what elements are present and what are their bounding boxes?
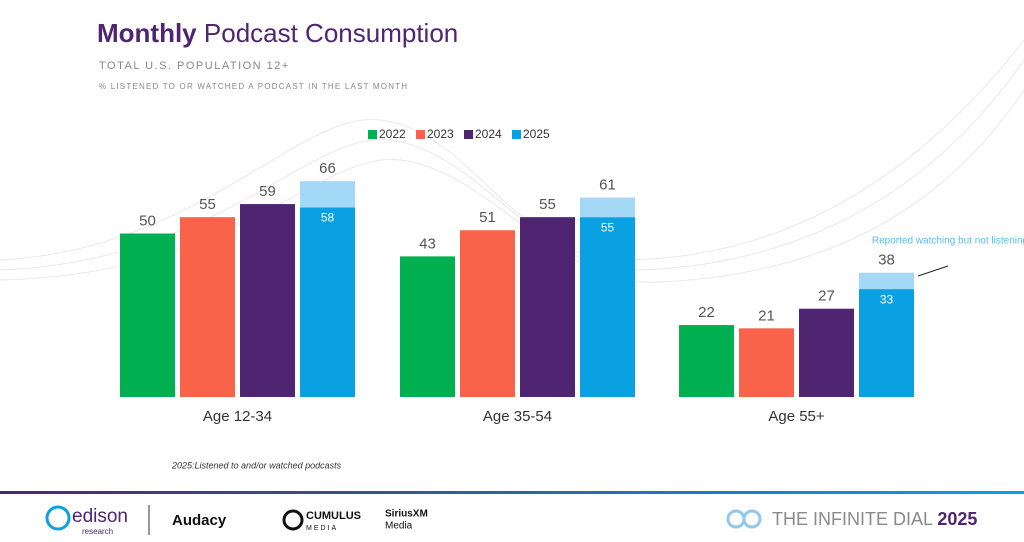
- inside-label: 55: [601, 220, 615, 234]
- bar: [580, 217, 635, 397]
- total-label: 66: [319, 160, 336, 177]
- bar-watch-only: [859, 272, 914, 290]
- logo: Audacy: [172, 512, 227, 529]
- logo: research: [82, 527, 113, 536]
- value-label: 21: [758, 307, 775, 324]
- dial-mark: [726, 509, 746, 529]
- edison-mark: [45, 505, 71, 531]
- bar: [180, 217, 235, 397]
- bar: [520, 217, 575, 397]
- cumulus-mark: [282, 509, 304, 531]
- legend-swatch: [464, 130, 473, 139]
- brand-name: THE INFINITE DIAL: [772, 509, 933, 529]
- legend-swatch: [416, 130, 425, 139]
- bar: [679, 325, 734, 397]
- brand-year: 2025: [937, 509, 977, 529]
- category-label: Age 35-54: [483, 408, 552, 425]
- title-bold: Monthly: [97, 18, 197, 48]
- inside-label: 33: [880, 292, 894, 306]
- legend-label: 2022: [379, 127, 406, 141]
- category-label: Age 55+: [768, 408, 825, 425]
- annotation-pointer: [917, 265, 949, 277]
- total-label: 38: [878, 252, 895, 269]
- subtitle: TOTAL U.S. POPULATION 12+: [99, 60, 290, 72]
- dial-mark: [742, 509, 762, 529]
- logo: edison: [72, 506, 128, 527]
- value-label: 59: [259, 183, 276, 200]
- value-label: 51: [479, 209, 496, 226]
- bar: [799, 308, 854, 397]
- legend-label: 2024: [475, 127, 502, 141]
- logo: SiriusXM: [385, 509, 428, 520]
- note: % LISTENED TO OR WATCHED A PODCAST IN TH…: [99, 82, 408, 91]
- legend-swatch: [368, 130, 377, 139]
- legend-swatch: [512, 130, 521, 139]
- title-rest: Podcast Consumption: [204, 18, 458, 48]
- annotation: Reported watching but not listening: [872, 236, 1024, 247]
- value-label: 43: [419, 235, 436, 252]
- logo: Media: [385, 521, 413, 532]
- footer-rule: [0, 491, 1024, 494]
- category-label: Age 12-34: [203, 408, 272, 425]
- value-label: 55: [199, 196, 216, 213]
- value-label: 27: [818, 288, 835, 305]
- brand: THE INFINITE DIAL 2025: [772, 509, 977, 529]
- inside-label: 58: [321, 211, 335, 225]
- bar: [240, 204, 295, 397]
- title: Monthly Podcast Consumption: [97, 18, 458, 48]
- plot: 2022 2023 2024 2025 50 55 59 58 66 Age 12-34 43 51 5…: [120, 127, 914, 425]
- bar-watch-only: [300, 181, 355, 208]
- bar: [300, 207, 355, 397]
- footnote: 2025:Listened to and/or watched podcasts: [171, 460, 342, 470]
- value-label: 22: [698, 304, 715, 321]
- bar: [120, 233, 175, 397]
- bar: [460, 230, 515, 397]
- logo: MEDIA: [306, 525, 338, 532]
- bar: [859, 289, 914, 397]
- legend-label: 2025: [523, 127, 550, 141]
- logo: CUMULUS: [306, 510, 361, 522]
- total-label: 61: [599, 176, 616, 193]
- value-label: 50: [139, 212, 156, 229]
- value-label: 55: [539, 196, 556, 213]
- bar: [400, 256, 455, 397]
- legend-label: 2023: [427, 127, 454, 141]
- bar: [739, 328, 794, 397]
- bar-watch-only: [580, 197, 635, 218]
